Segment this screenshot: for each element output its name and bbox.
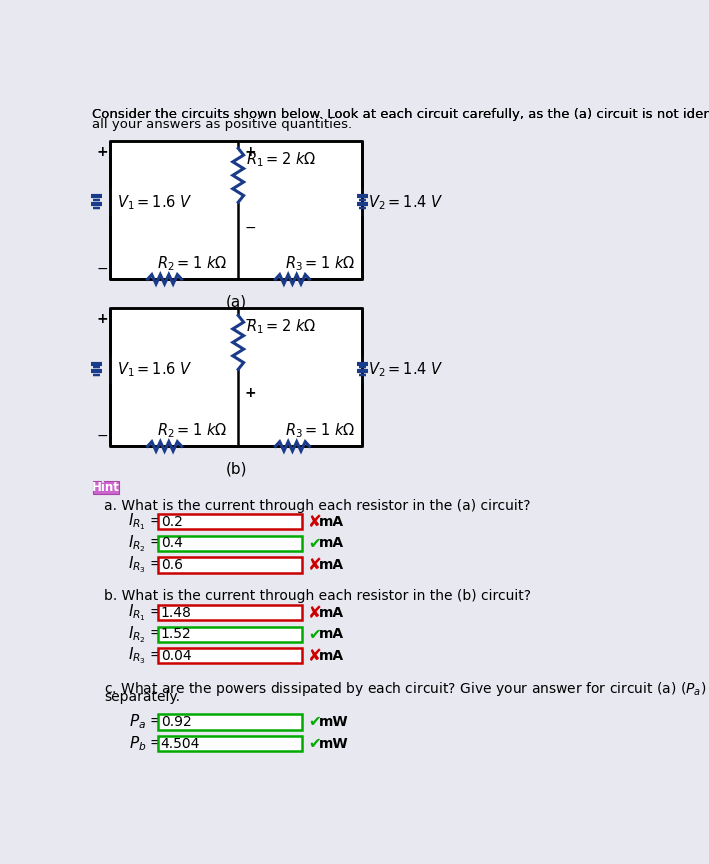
Text: $I_{R_3}$: $I_{R_3}$ bbox=[128, 645, 146, 666]
Text: $V_2 = 1.4$ V: $V_2 = 1.4$ V bbox=[369, 193, 444, 212]
Text: mA: mA bbox=[319, 558, 344, 572]
Text: −: − bbox=[245, 220, 256, 235]
Text: $P_a$: $P_a$ bbox=[129, 713, 146, 731]
Text: +: + bbox=[245, 386, 256, 400]
Text: $R_2 = 1\ k\Omega$: $R_2 = 1\ k\Omega$ bbox=[157, 254, 227, 273]
Text: $R_1 = 2\ k\Omega$: $R_1 = 2\ k\Omega$ bbox=[246, 149, 316, 168]
Text: (b): (b) bbox=[225, 461, 247, 477]
Text: $R_3 = 1\ k\Omega$: $R_3 = 1\ k\Omega$ bbox=[285, 422, 354, 440]
Bar bbox=[158, 536, 302, 551]
Text: $P_b$: $P_b$ bbox=[128, 734, 146, 753]
Text: =: = bbox=[150, 627, 162, 641]
Text: 0.04: 0.04 bbox=[161, 649, 191, 663]
Text: ✔: ✔ bbox=[308, 715, 320, 729]
Text: +: + bbox=[96, 145, 108, 159]
Text: $I_{R_1}$: $I_{R_1}$ bbox=[128, 511, 146, 532]
Bar bbox=[111, 141, 362, 279]
Text: ✔: ✔ bbox=[308, 626, 320, 642]
Bar bbox=[158, 626, 302, 642]
Text: Consider the circuits shown below. Look at each circuit carefully, as the (a) ci: Consider the circuits shown below. Look … bbox=[92, 107, 709, 121]
Text: =: = bbox=[150, 649, 162, 663]
Text: +: + bbox=[96, 313, 108, 327]
Text: mA: mA bbox=[319, 627, 344, 641]
Text: $R_1 = 2\ k\Omega$: $R_1 = 2\ k\Omega$ bbox=[246, 317, 316, 336]
Text: mA: mA bbox=[319, 537, 344, 550]
Text: −: − bbox=[245, 313, 256, 327]
Bar bbox=[158, 514, 302, 530]
Text: all your answers as positive quantities.: all your answers as positive quantities. bbox=[92, 118, 352, 130]
Text: mA: mA bbox=[319, 606, 344, 619]
Text: =: = bbox=[150, 515, 162, 529]
Bar bbox=[158, 715, 302, 730]
Text: ✔: ✔ bbox=[308, 536, 320, 551]
Bar bbox=[92, 481, 119, 494]
Text: c. What are the powers dissipated by each circuit? Give your answer for circuit : c. What are the powers dissipated by eac… bbox=[104, 680, 709, 697]
Text: =: = bbox=[150, 606, 162, 619]
Text: (a): (a) bbox=[225, 295, 247, 309]
Text: $I_{R_2}$: $I_{R_2}$ bbox=[128, 533, 146, 554]
Text: 1.48: 1.48 bbox=[161, 606, 191, 619]
Text: ✘: ✘ bbox=[308, 604, 322, 622]
Text: ✔: ✔ bbox=[308, 736, 320, 751]
Text: $V_1 = 1.6$ V: $V_1 = 1.6$ V bbox=[116, 193, 192, 212]
Text: 1.52: 1.52 bbox=[161, 627, 191, 641]
Text: 4.504: 4.504 bbox=[161, 736, 200, 751]
Text: 0.2: 0.2 bbox=[161, 515, 183, 529]
Bar bbox=[158, 736, 302, 752]
Text: $I_{R_3}$: $I_{R_3}$ bbox=[128, 555, 146, 575]
Text: separately.: separately. bbox=[104, 690, 180, 704]
Text: Consider the circuits shown below. Look at each circuit carefully, as the (a) ci: Consider the circuits shown below. Look … bbox=[92, 107, 709, 121]
Bar bbox=[158, 648, 302, 664]
Text: =: = bbox=[150, 537, 162, 550]
Text: −: − bbox=[96, 429, 108, 443]
Text: $R_2 = 1\ k\Omega$: $R_2 = 1\ k\Omega$ bbox=[157, 422, 227, 440]
Text: mA: mA bbox=[319, 649, 344, 663]
Text: $R_3 = 1\ k\Omega$: $R_3 = 1\ k\Omega$ bbox=[285, 254, 354, 273]
Text: mW: mW bbox=[319, 736, 348, 751]
Text: $V_1 = 1.6$ V: $V_1 = 1.6$ V bbox=[116, 360, 192, 378]
Text: mW: mW bbox=[319, 715, 348, 729]
Bar bbox=[158, 605, 302, 620]
Bar bbox=[111, 308, 362, 447]
Text: 0.92: 0.92 bbox=[161, 715, 191, 729]
Text: a. What is the current through each resistor in the (a) circuit?: a. What is the current through each resi… bbox=[104, 499, 530, 512]
Text: $I_{R_2}$: $I_{R_2}$ bbox=[128, 624, 146, 645]
Text: −: − bbox=[96, 262, 108, 276]
Text: =: = bbox=[150, 558, 162, 572]
Text: $I_{R_1}$: $I_{R_1}$ bbox=[128, 602, 146, 623]
Text: Hint: Hint bbox=[91, 481, 120, 494]
Text: b. What is the current through each resistor in the (b) circuit?: b. What is the current through each resi… bbox=[104, 588, 531, 603]
Text: $V_2 = 1.4$ V: $V_2 = 1.4$ V bbox=[369, 360, 444, 378]
Bar bbox=[158, 557, 302, 573]
Text: mA: mA bbox=[319, 515, 344, 529]
Text: +: + bbox=[245, 145, 256, 159]
Text: 0.6: 0.6 bbox=[161, 558, 183, 572]
Text: ✘: ✘ bbox=[308, 647, 322, 664]
Text: =: = bbox=[150, 736, 162, 751]
Text: ✘: ✘ bbox=[308, 556, 322, 574]
Text: =: = bbox=[150, 715, 162, 729]
Text: ✘: ✘ bbox=[308, 513, 322, 530]
Text: 0.4: 0.4 bbox=[161, 537, 183, 550]
